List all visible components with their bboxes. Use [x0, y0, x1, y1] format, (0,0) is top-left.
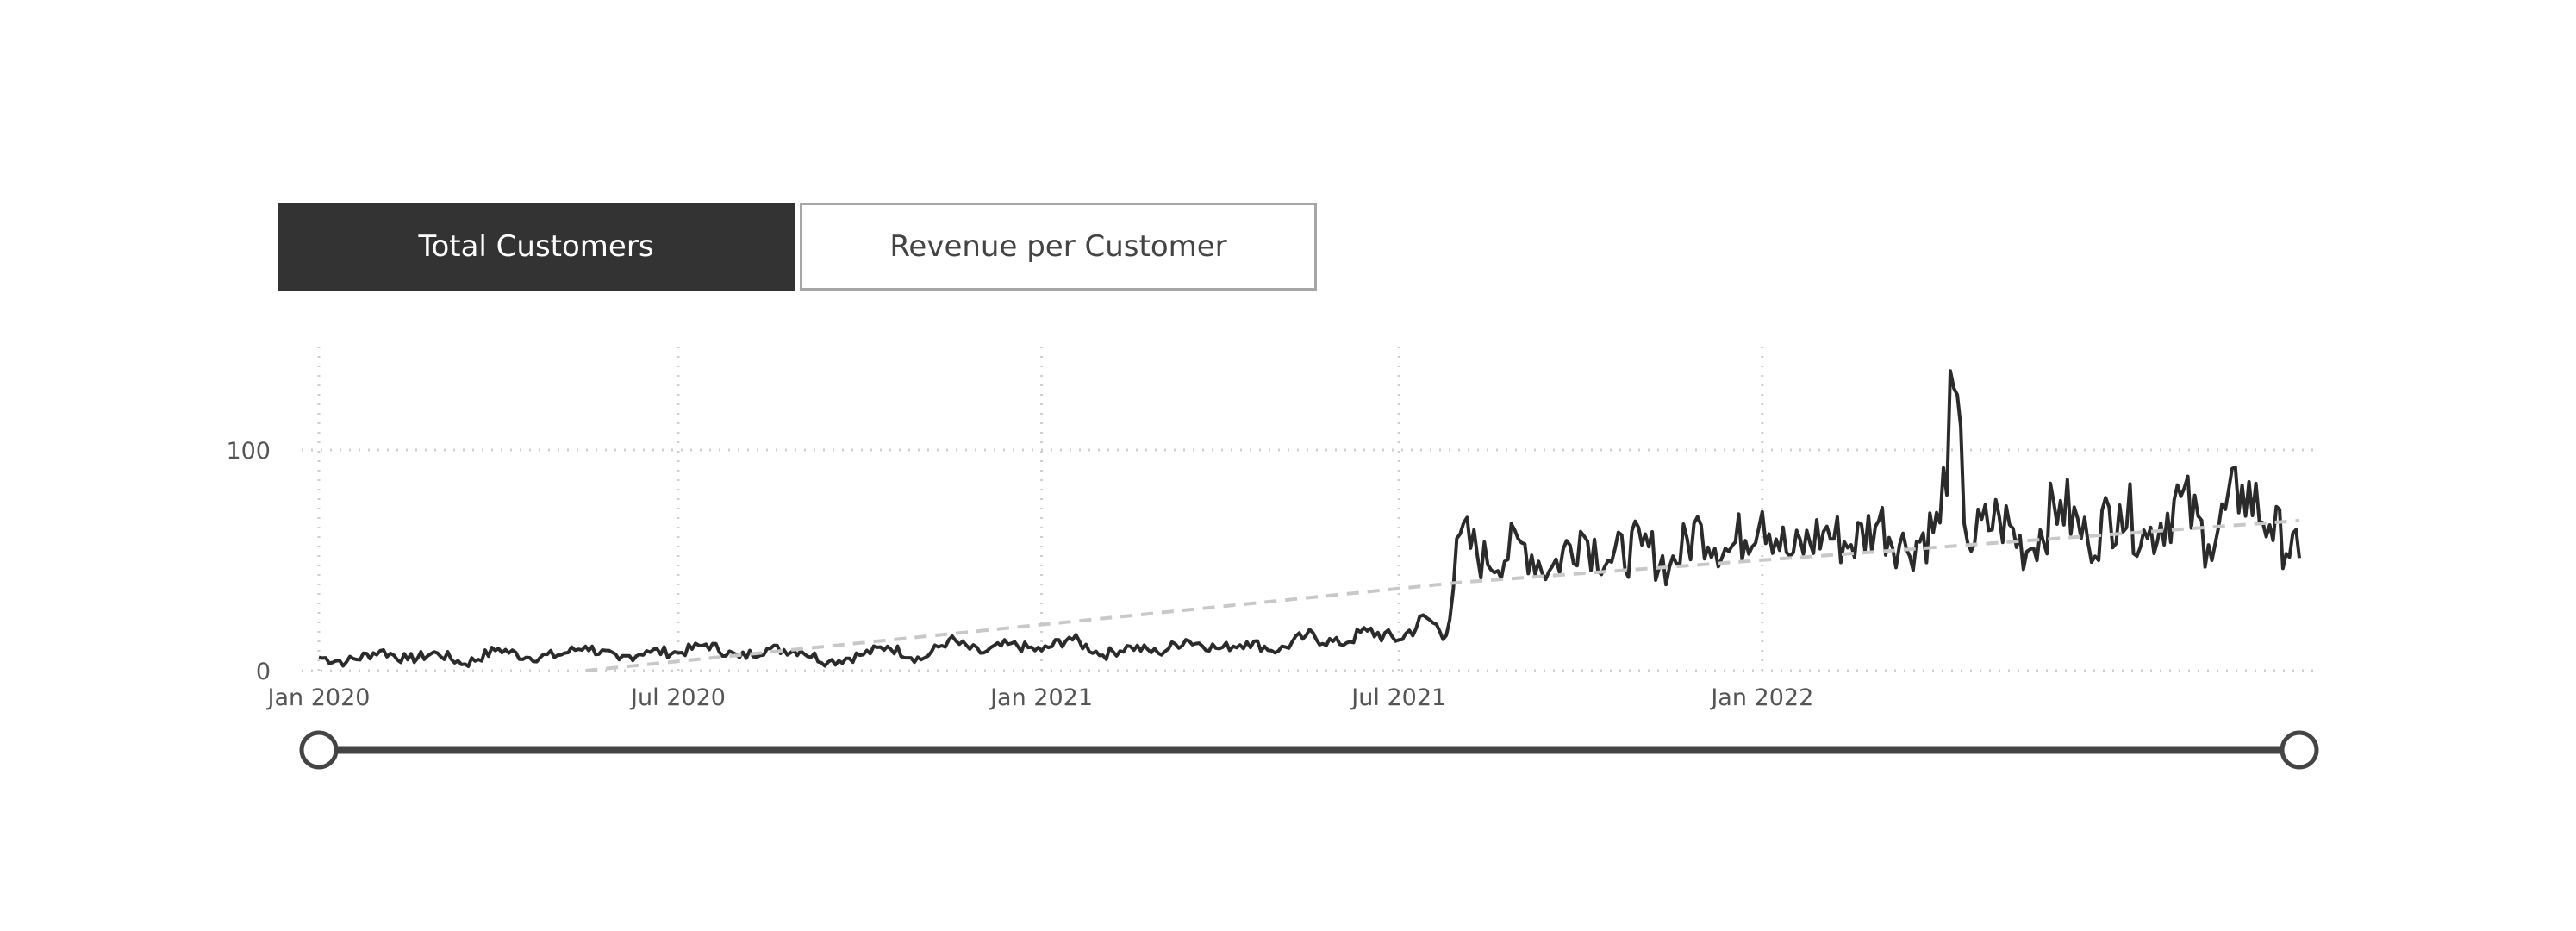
x-tick-label: Jul 2020 [629, 684, 726, 711]
x-tick-label: Jan 2021 [989, 684, 1093, 711]
series-line-total-customers [319, 371, 2299, 666]
y-tick-label: 0 [256, 659, 271, 685]
grid-layer [302, 347, 2317, 671]
series-layer [319, 371, 2299, 671]
range-slider[interactable] [302, 733, 2317, 767]
x-tick-label: Jan 2022 [1709, 684, 1813, 711]
x-tick-label: Jul 2021 [1350, 684, 1446, 711]
x-tick-label: Jan 2020 [266, 684, 371, 711]
y-tick-label: 100 [226, 438, 271, 465]
range-slider-end-handle[interactable] [2282, 733, 2317, 767]
range-slider-start-handle[interactable] [302, 733, 336, 767]
